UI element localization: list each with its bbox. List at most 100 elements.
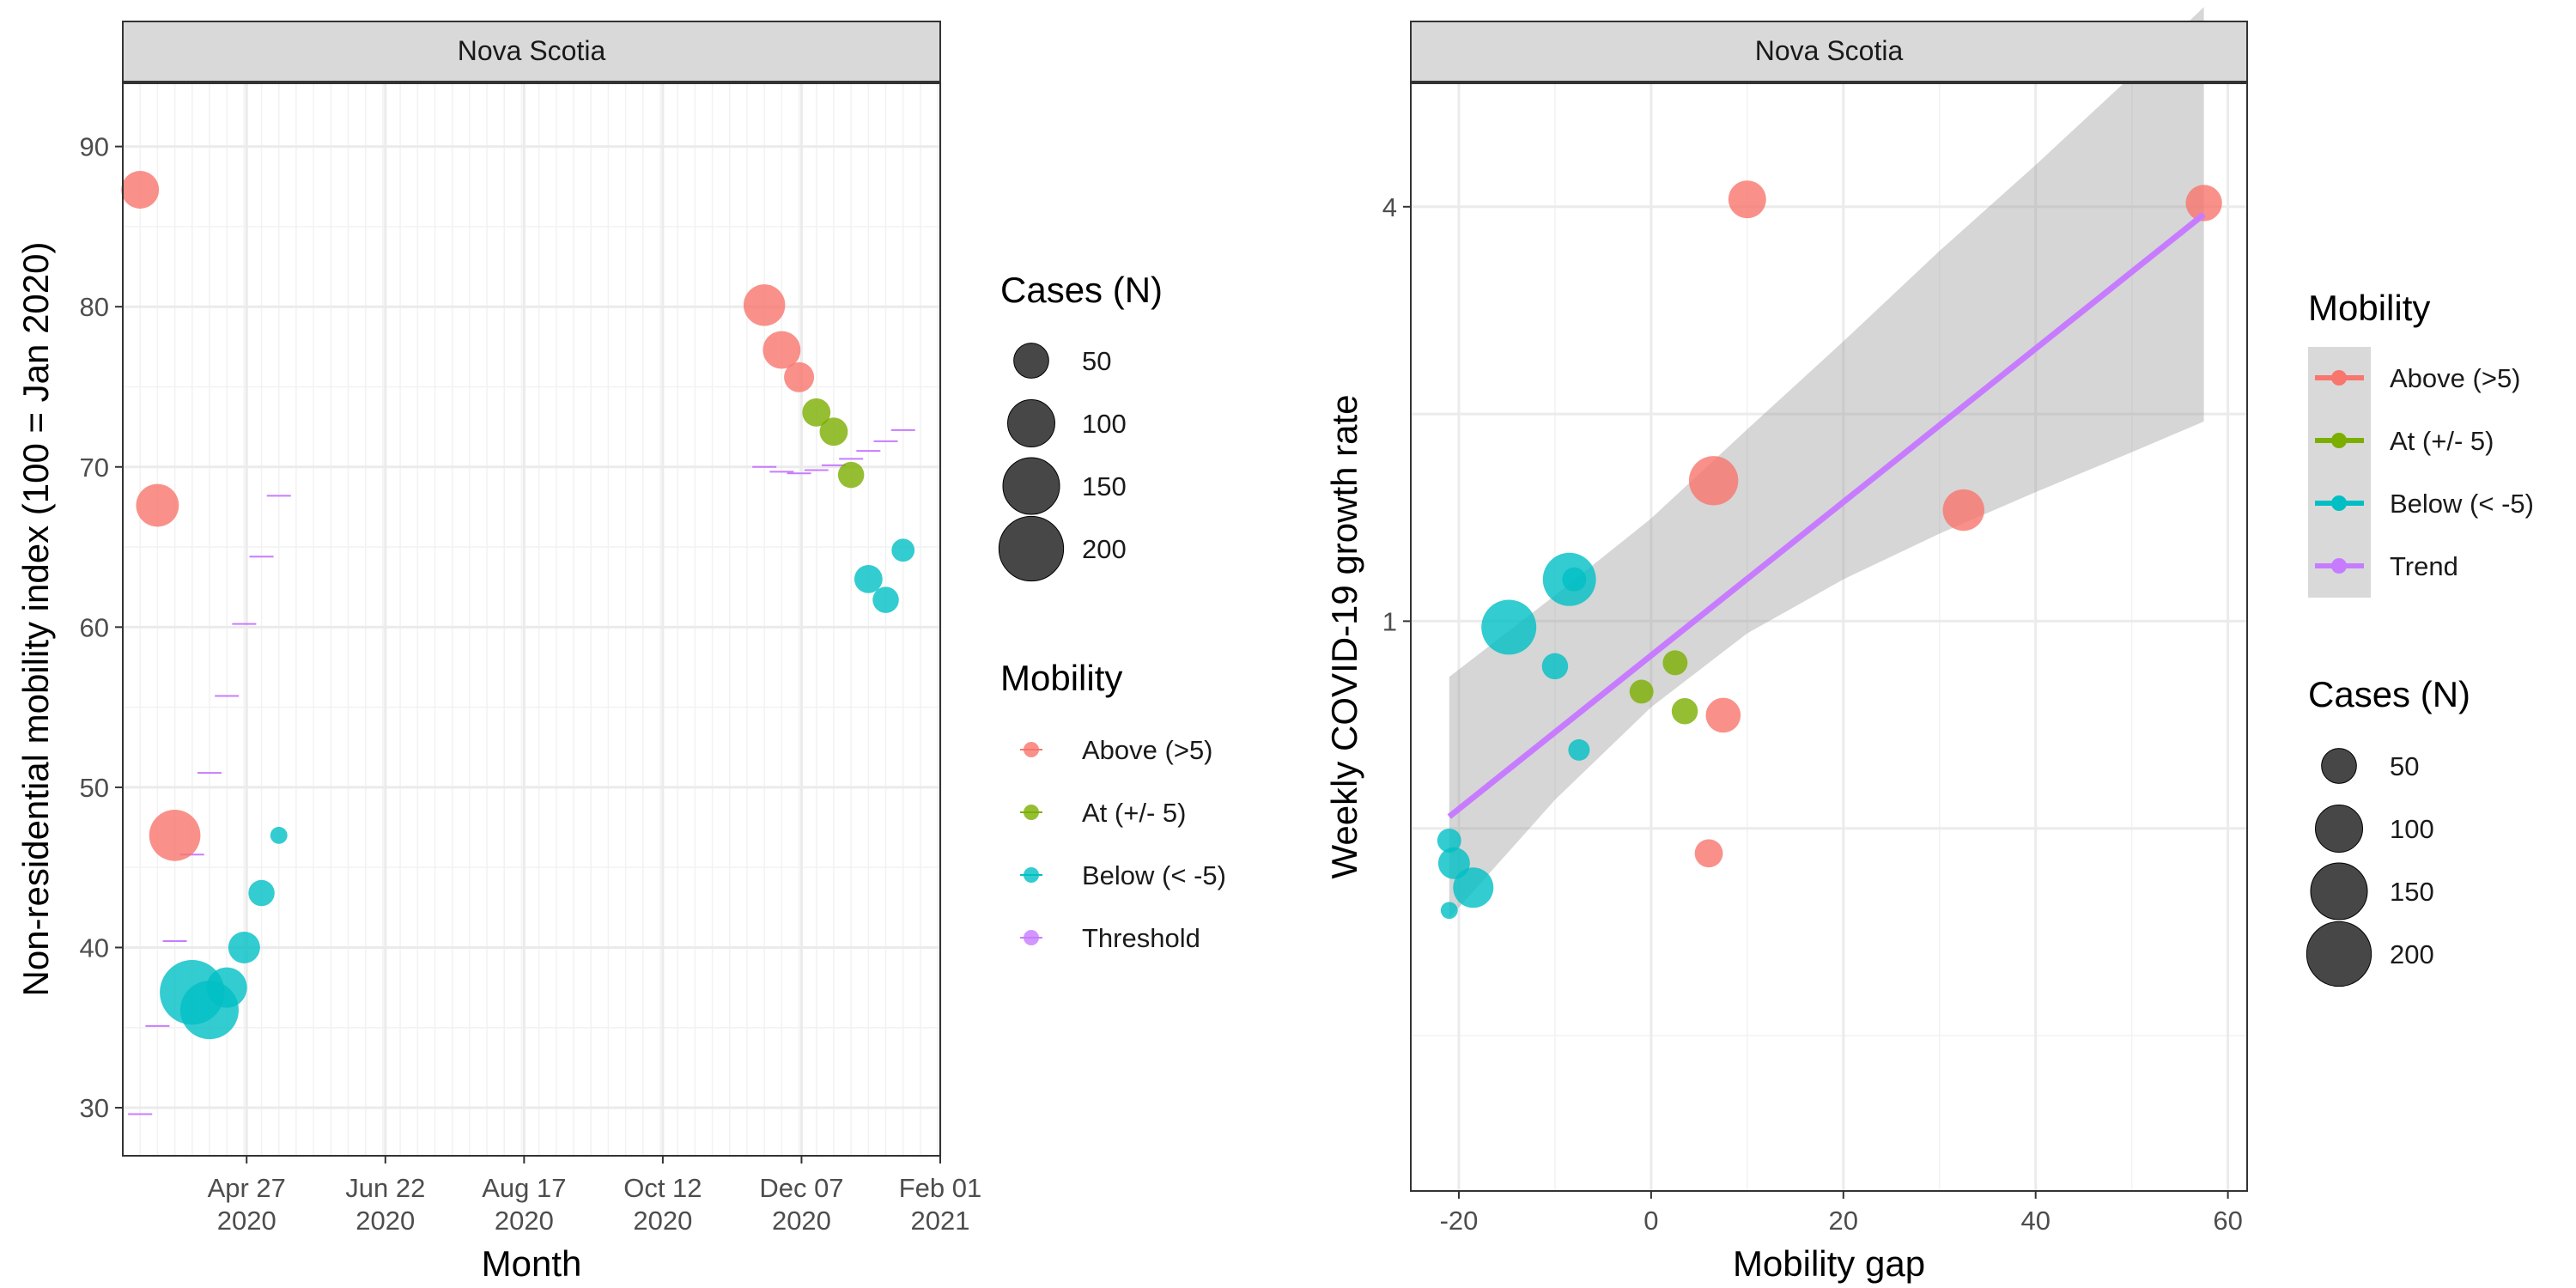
x-tick-label: Feb 01 xyxy=(899,1173,982,1203)
legend-mobility-label: At (+/- 5) xyxy=(2390,426,2494,456)
data-point xyxy=(136,483,179,527)
x-axis-title: Month xyxy=(482,1243,582,1284)
legend-title-mobility: Mobility xyxy=(1000,658,1122,698)
legend-mobility-label: Trend xyxy=(2390,551,2458,581)
data-point xyxy=(1629,679,1654,704)
legend-cases-label: 150 xyxy=(2390,877,2434,907)
y-tick-label: 80 xyxy=(80,292,109,322)
left-legends: Cases (N) 50 100 150 200 Mobility Above (>5) At… xyxy=(998,270,1226,953)
legend-cases-label: 200 xyxy=(1082,534,1127,564)
legend-mobility-symbol xyxy=(1024,742,1039,757)
y-tick-label: 1 xyxy=(1382,606,1397,636)
data-point xyxy=(1705,697,1741,733)
facet-label: Nova Scotia xyxy=(1755,35,1904,66)
x-tick-label: Aug 17 xyxy=(482,1173,566,1203)
data-point xyxy=(2185,185,2222,222)
x-tick-label: 2020 xyxy=(355,1206,415,1236)
legend-cases-symbol xyxy=(1007,399,1055,447)
legend-cases-label: 100 xyxy=(2390,814,2434,844)
data-point xyxy=(270,826,288,844)
confidence-band xyxy=(1449,7,2204,919)
trend-line xyxy=(1447,211,2206,819)
legend-cases-symbol xyxy=(1013,343,1049,379)
x-tick-label: Oct 12 xyxy=(623,1173,702,1203)
legend-mobility-symbol xyxy=(2331,495,2347,511)
y-tick-label: 50 xyxy=(80,773,109,803)
facet-strip xyxy=(1410,21,2248,83)
data-point xyxy=(837,461,865,489)
y-tick-label: 40 xyxy=(80,933,109,963)
legend-cases-label: 100 xyxy=(1082,409,1127,439)
data-point xyxy=(1541,653,1569,680)
data-point xyxy=(802,398,831,427)
facet-strip xyxy=(122,21,941,83)
data-point xyxy=(854,564,883,593)
data-point xyxy=(819,417,848,447)
x-tick-label: 60 xyxy=(2213,1206,2242,1236)
data-point xyxy=(1437,828,1461,853)
legend-cases-symbol xyxy=(2306,920,2372,987)
y-tick-label: 60 xyxy=(80,612,109,642)
y-tick-label: 70 xyxy=(80,453,109,483)
right-chart: Nova Scotia 1 4 -20 0 20 40 60 Mobility gap Weekl… xyxy=(1324,7,2248,1284)
legend-mobility-label: Below (< -5) xyxy=(1082,860,1226,890)
data-point xyxy=(1481,599,1537,655)
legend-mobility-label: Threshold xyxy=(1082,923,1200,953)
x-tick-label: 40 xyxy=(2020,1206,2050,1236)
legend-cases-symbol xyxy=(2315,805,2363,853)
x-tick-label: 2020 xyxy=(633,1206,692,1236)
legend-mobility-symbol xyxy=(2331,370,2347,386)
data-point xyxy=(1728,180,1766,219)
x-tick-label: 0 xyxy=(1643,1206,1658,1236)
x-tick-label: 2020 xyxy=(772,1206,831,1236)
legend-title-cases: Cases (N) xyxy=(2308,674,2470,714)
data-point xyxy=(1942,489,1984,532)
legend-cases-symbol xyxy=(1002,457,1060,515)
data-point xyxy=(891,538,915,562)
y-tick-label: 4 xyxy=(1382,192,1397,222)
data-point xyxy=(1453,867,1494,908)
data-point xyxy=(762,331,801,369)
data-point xyxy=(1440,902,1458,920)
x-tick-label: 2021 xyxy=(911,1206,970,1236)
x-axis-title: Mobility gap xyxy=(1733,1243,1925,1284)
x-tick-label: -20 xyxy=(1440,1206,1479,1236)
x-tick-label: Dec 07 xyxy=(759,1173,843,1203)
data-point xyxy=(1671,697,1698,725)
data-point xyxy=(1688,456,1739,506)
x-tick-label: 2020 xyxy=(495,1206,554,1236)
legend-mobility-symbol xyxy=(1024,805,1039,820)
data-point xyxy=(1562,567,1587,592)
data-point xyxy=(206,967,247,1008)
data-point xyxy=(784,361,815,392)
x-tick-label: Apr 27 xyxy=(208,1173,286,1203)
data-point xyxy=(248,879,275,907)
right-legends: Mobility Above (>5) At (+/- 5) Below (< -5)… xyxy=(2306,288,2534,987)
legend-cases-label: 50 xyxy=(2390,751,2419,781)
facet-label: Nova Scotia xyxy=(458,35,606,66)
legend-mobility-symbol xyxy=(1024,867,1039,883)
data-point xyxy=(121,171,160,209)
legend-mobility-label: At (+/- 5) xyxy=(1082,798,1186,828)
y-tick-label: 30 xyxy=(80,1093,109,1123)
data-point xyxy=(149,810,201,861)
data-point xyxy=(872,586,899,613)
data-point xyxy=(1694,839,1723,868)
x-tick-label: 20 xyxy=(1829,1206,1858,1236)
x-tick-label: 2020 xyxy=(217,1206,276,1236)
y-axis-title: Weekly COVID-19 growth rate xyxy=(1324,394,1364,878)
data-point xyxy=(1662,650,1688,676)
legend-cases-label: 50 xyxy=(1082,346,1111,376)
legend-mobility-symbol xyxy=(2331,558,2347,574)
legend-cases-symbol xyxy=(2321,748,2357,784)
legend-cases-label: 200 xyxy=(2390,939,2434,969)
y-tick-label: 90 xyxy=(80,132,109,162)
legend-mobility-label: Above (>5) xyxy=(2390,363,2521,393)
legend-mobility-symbol xyxy=(1024,930,1039,945)
legend-mobility-label: Below (< -5) xyxy=(2390,489,2534,519)
legend-title-mobility: Mobility xyxy=(2308,288,2430,328)
legend-mobility-symbol xyxy=(2331,433,2347,448)
data-point xyxy=(1568,738,1590,761)
